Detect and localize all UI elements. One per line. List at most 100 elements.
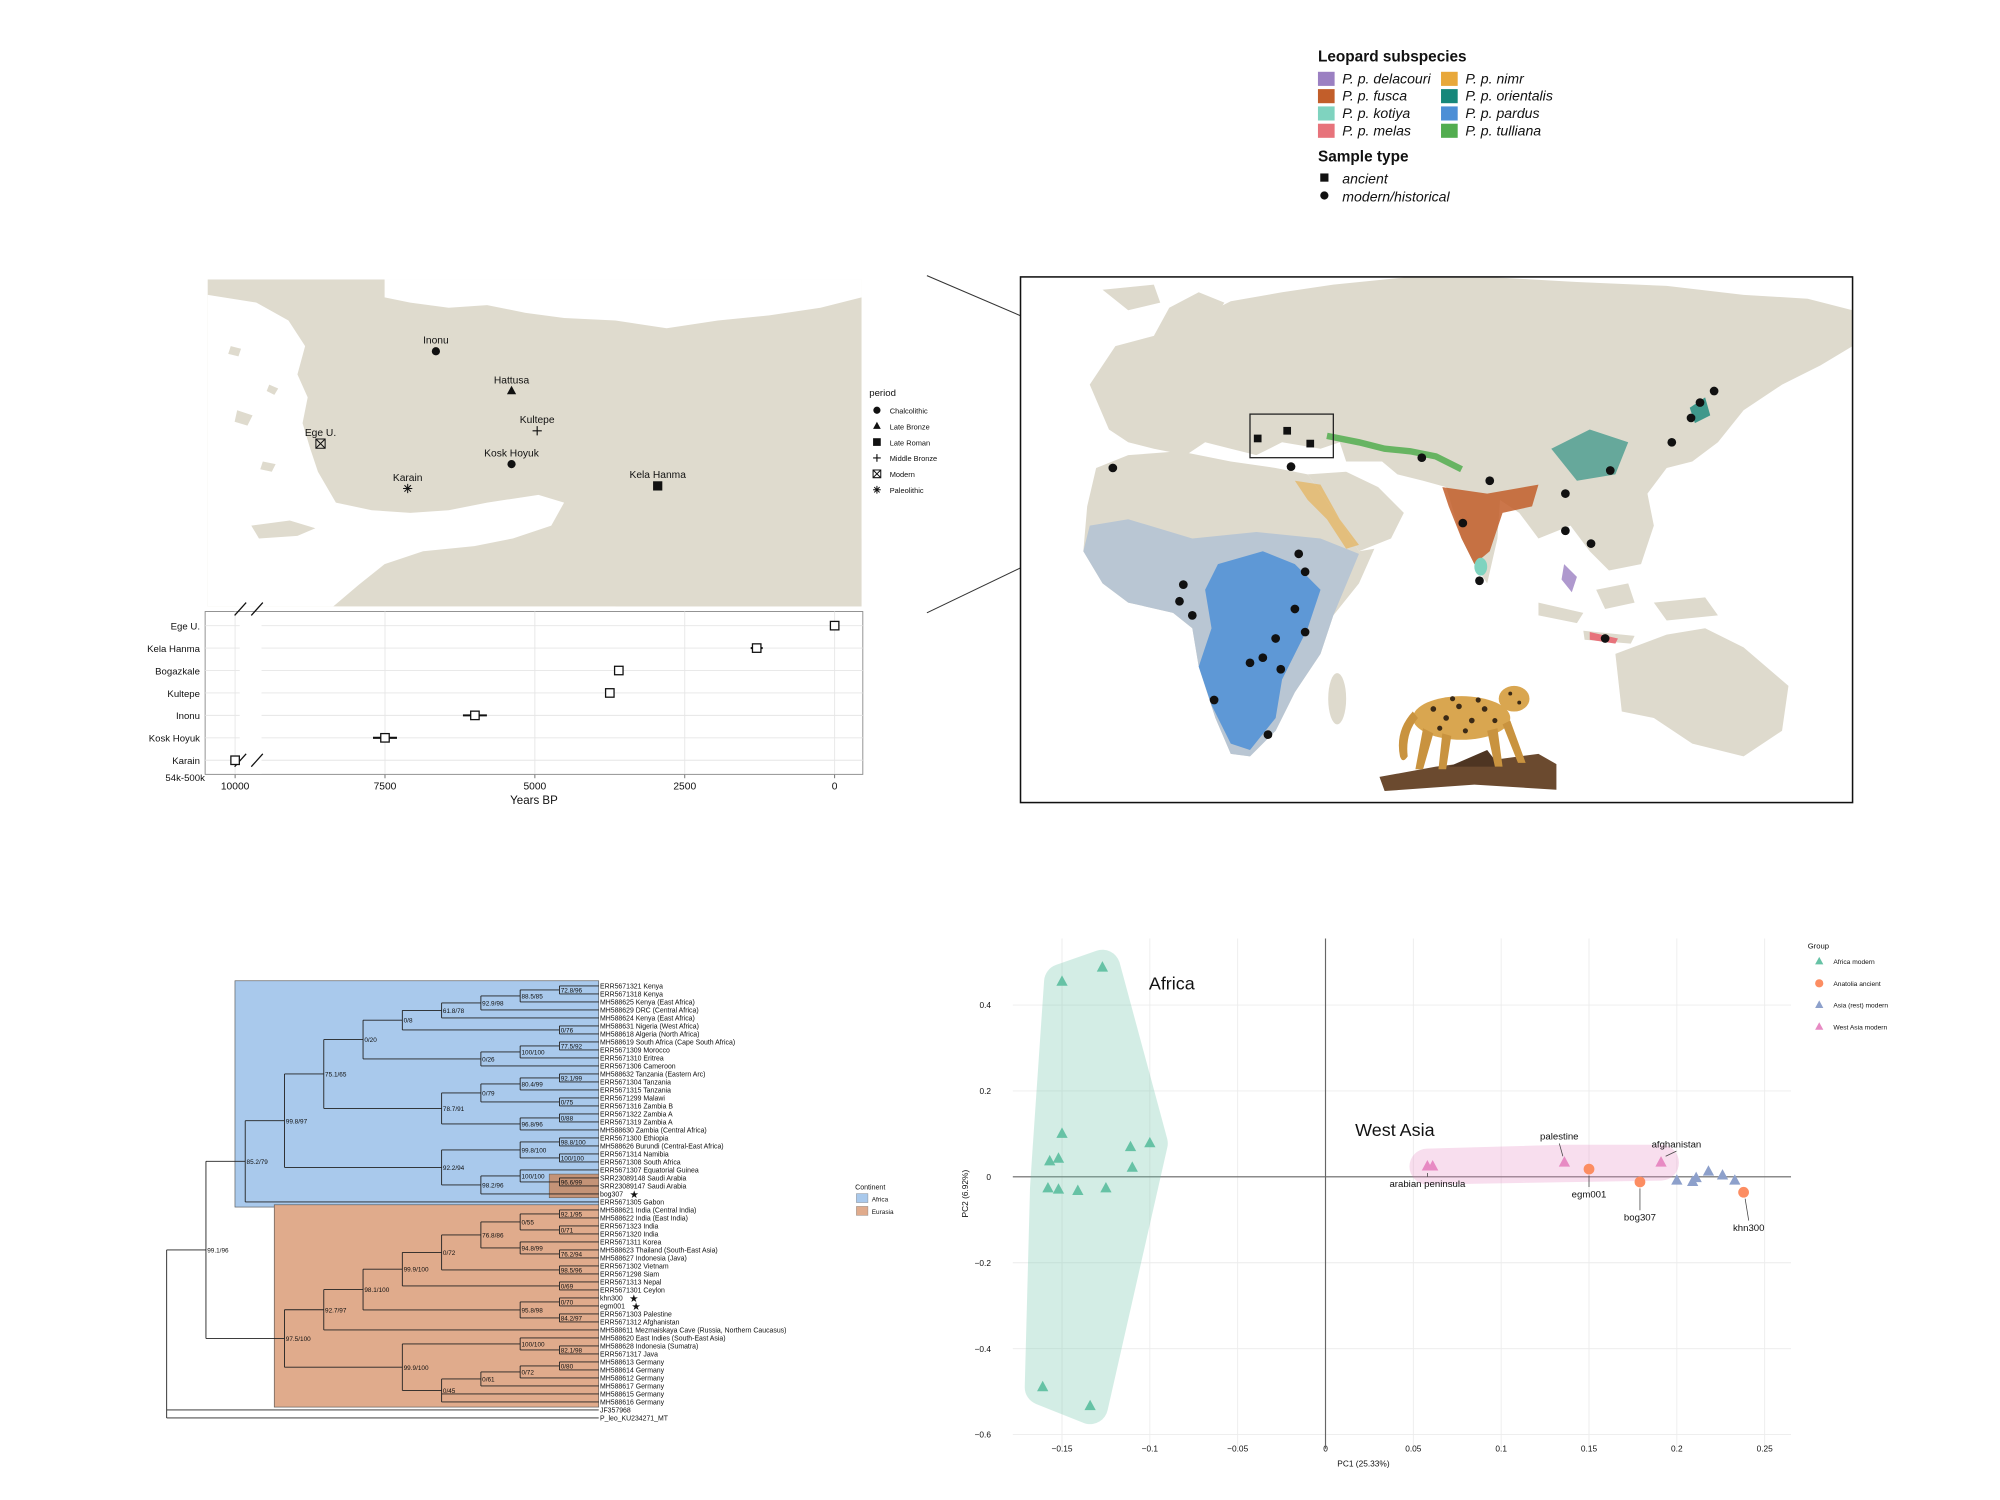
support-label: 92.2/94: [443, 1165, 465, 1172]
land: [1307, 471, 1404, 552]
tip-label: ERR5671302 Vietnam: [600, 1263, 669, 1270]
legend-title: Group: [1808, 942, 1829, 951]
marker: [506, 385, 517, 395]
sample-point: [1258, 653, 1268, 663]
tip-label: ERR5671311 Korea: [600, 1239, 661, 1246]
marker: [1320, 173, 1329, 182]
tip-label: ERR5671323 India: [600, 1223, 659, 1230]
sample-point: [1300, 627, 1310, 637]
tip-label: ERR5671306 Cameroon: [600, 1063, 676, 1070]
clade-box: [273, 1204, 600, 1408]
sample-point: [1290, 604, 1300, 614]
sample-point: [1306, 439, 1315, 448]
x-tick-label: 0.2: [1671, 1443, 1683, 1453]
support-label: 94.8/99: [521, 1245, 543, 1252]
marker: [1084, 1399, 1096, 1411]
marker: [1558, 1156, 1571, 1167]
zoom-box: [1249, 413, 1334, 459]
support-label: 99.8/97: [286, 1118, 308, 1125]
site-label: Kosk Hoyuk: [484, 448, 540, 459]
tip-label: ERR5671307 Equatorial Guinea: [600, 1167, 699, 1174]
x-tick-label: 5000: [523, 782, 546, 793]
marker: [431, 347, 440, 356]
dot: [613, 665, 624, 676]
sample-point: [1187, 611, 1197, 620]
sample-point: [1686, 413, 1696, 423]
legend-label: Paleolithic: [890, 486, 924, 495]
tip-label: ERR5671315 Tanzania: [600, 1087, 671, 1094]
point-label: palestine: [1540, 1132, 1578, 1143]
marker: [1320, 191, 1329, 200]
y-tick-label: 0.2: [979, 1086, 991, 1096]
legend-swatch: [1441, 89, 1458, 104]
sample-point: [1294, 549, 1304, 559]
support-label: 0/55: [521, 1219, 534, 1226]
marker: [1056, 975, 1068, 986]
sample-point: [1283, 426, 1292, 435]
dot: [829, 620, 840, 631]
tip-label: ERR5671298 Siam: [600, 1271, 659, 1278]
tip-label: MH588624 Kenya (East Africa): [600, 1015, 695, 1022]
marker: [1634, 1176, 1646, 1188]
tip-label: ERR5671313 Nepal: [600, 1279, 662, 1286]
y-tick-label: Kultepe: [167, 689, 200, 700]
point-label: arabian peninsula: [1389, 1179, 1466, 1190]
sample-point: [1475, 576, 1484, 586]
support-label: 92.1/95: [561, 1211, 583, 1218]
site-label: Ege U.: [305, 428, 336, 439]
range-nimr: [1294, 480, 1359, 549]
y-tick-label: −0.2: [975, 1258, 992, 1268]
marker: [1815, 956, 1824, 965]
support-label: 0/61: [482, 1377, 495, 1384]
range-kotiya: [1474, 557, 1488, 576]
legend-label: Asia (rest) modern: [1833, 1003, 1888, 1010]
dot: [380, 732, 390, 743]
support-label: 88.5/85: [521, 993, 543, 1000]
label-leader: [1665, 1150, 1677, 1157]
support-label: 0/80: [561, 1364, 574, 1371]
tip-label: ERR5671317 Java: [600, 1352, 658, 1359]
tip-label: ERR5671304 Tanzania: [600, 1079, 671, 1086]
marker: [1702, 1165, 1715, 1176]
x-axis-label: Years BP: [510, 795, 558, 807]
support-label: 84.2/97: [561, 1316, 583, 1323]
x-tick-label: 10000: [221, 782, 250, 793]
legend-swatch: [1317, 89, 1335, 104]
marker: [1815, 1022, 1824, 1030]
marker: [1044, 1154, 1056, 1166]
marker: [653, 481, 663, 491]
island: [228, 346, 552, 588]
sample-point: [1605, 466, 1615, 475]
y-tick-label: Kosk Hoyuk: [149, 734, 200, 745]
legend-label: P. p. tulliana: [1465, 122, 1541, 138]
y-tick-label: Kela Hanma: [147, 644, 201, 655]
marker: [1126, 1161, 1138, 1172]
axis-break: [234, 602, 264, 768]
inset-map: Inonu Hattusa Kultepe Ege U. Kosk Hoyuk Karai…: [207, 279, 937, 607]
marker: [872, 469, 882, 479]
support-label: 99.9/100: [404, 1365, 429, 1372]
sample-point: [1263, 730, 1273, 739]
tip-label: MH588629 DRC (Central Africa): [600, 1007, 699, 1014]
support-label: 96.8/96: [521, 1121, 543, 1128]
support-label: 0/45: [443, 1388, 456, 1395]
support-label: 76.2/94: [561, 1251, 583, 1258]
legend-swatch: [1317, 123, 1335, 138]
legend-label: Anatolia ancient: [1833, 981, 1881, 988]
legend-label: P. p. kotiya: [1342, 105, 1410, 121]
tip-label: SRR23089148 Saudi Arabia: [600, 1175, 687, 1182]
point-label: khn300: [1733, 1223, 1765, 1234]
y-tick-label: Bogazkale: [155, 666, 200, 677]
y-tick-label: Inonu: [176, 711, 200, 722]
sample-point: [1458, 518, 1468, 528]
support-label: 75.1/65: [325, 1072, 347, 1079]
sample-point: [1209, 695, 1219, 705]
timeline-chart: 10000 7500 5000 2500 0 Ege U. Kela Hanma Bogazk…: [147, 602, 864, 807]
marker: [1056, 1127, 1068, 1138]
legend-label: Modern: [890, 470, 915, 479]
legend-swatch: [1441, 106, 1458, 121]
support-label: 77.5/92: [561, 1043, 583, 1050]
tip-label: MH588613 Germany: [600, 1360, 665, 1367]
marker: [1052, 1183, 1065, 1194]
annotation: Africa: [1149, 974, 1195, 994]
